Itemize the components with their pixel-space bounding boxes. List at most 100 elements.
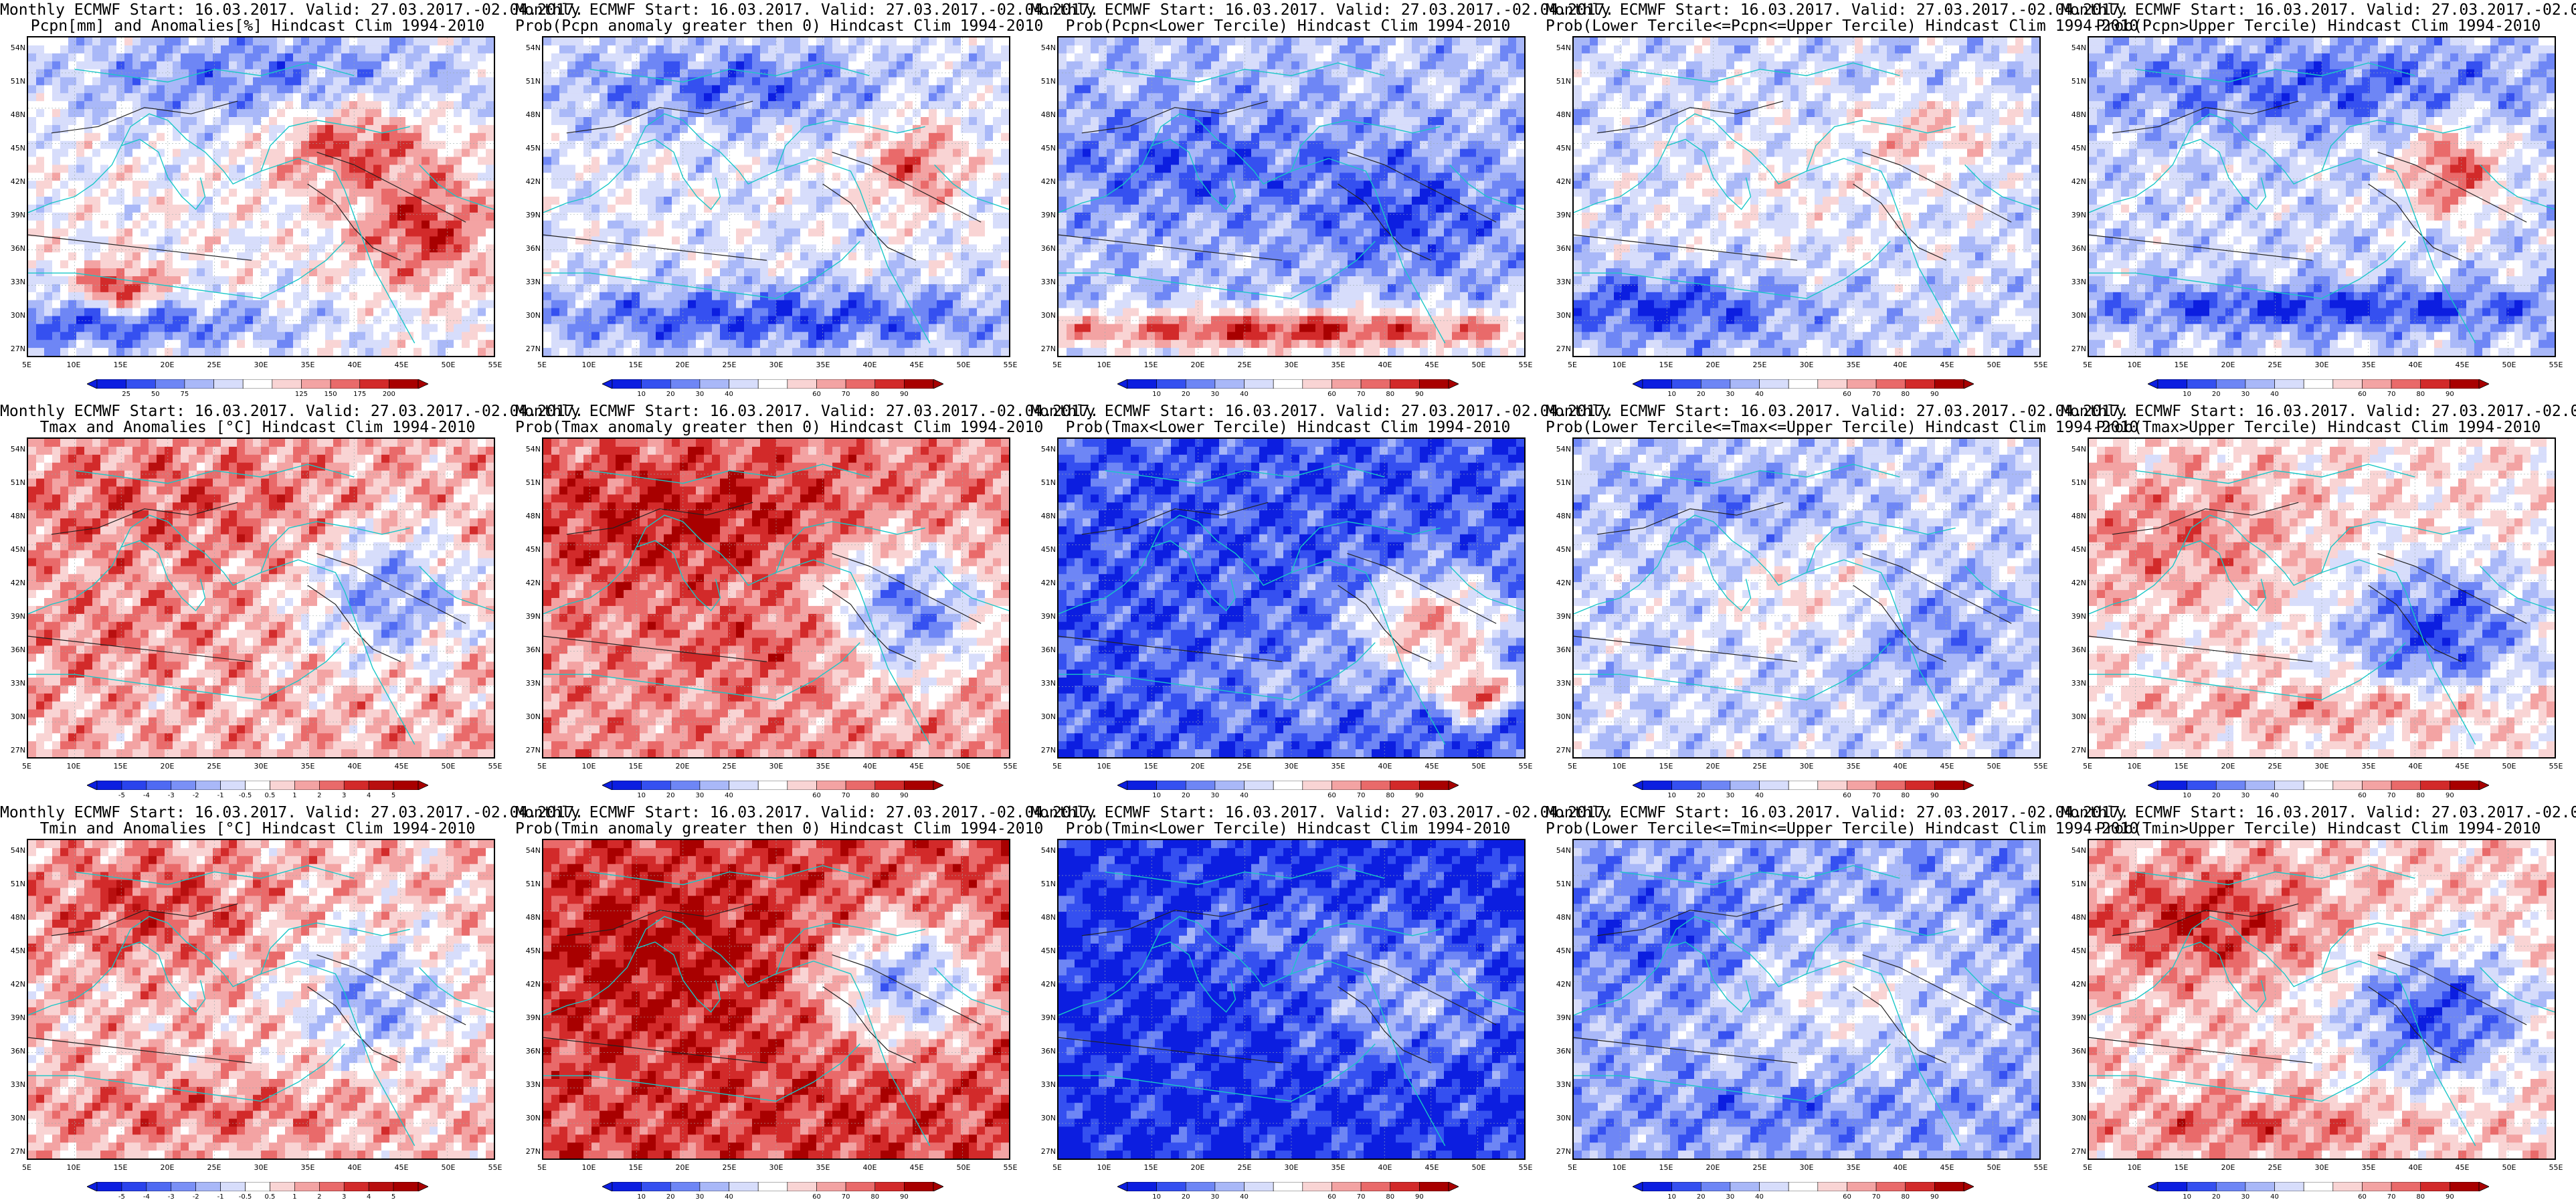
field-cell	[277, 181, 286, 189]
field-cell	[897, 85, 905, 94]
isoline	[822, 183, 917, 261]
field-cell	[881, 148, 889, 158]
field-cell	[985, 228, 994, 237]
field-cell	[261, 53, 270, 62]
field-cell	[905, 132, 913, 142]
field-cell	[157, 173, 165, 181]
field-cell	[325, 45, 334, 54]
field-cell	[221, 284, 229, 293]
field-cell	[1091, 61, 1099, 70]
field-cell	[543, 53, 552, 62]
field-cell	[405, 173, 414, 181]
field-cell	[373, 181, 382, 189]
field-cell	[872, 101, 881, 110]
field-cell	[124, 181, 133, 189]
field-cell	[624, 181, 632, 189]
field-cell	[712, 181, 721, 189]
field-cell	[632, 252, 640, 261]
field-cell	[945, 308, 953, 317]
field-cell	[800, 316, 809, 324]
field-cell	[961, 197, 970, 205]
field-cell	[229, 69, 238, 78]
field-cell	[349, 132, 358, 142]
field-cell	[840, 61, 849, 70]
field-cell	[221, 268, 229, 277]
field-cell	[446, 77, 454, 86]
field-cell	[277, 252, 286, 261]
field-cell	[624, 340, 632, 348]
field-cell	[704, 61, 713, 70]
field-cell	[462, 132, 470, 142]
field-cell	[165, 316, 173, 324]
field-cell	[373, 140, 382, 150]
field-cell	[149, 69, 157, 78]
field-cell	[478, 308, 486, 317]
field-cell	[608, 117, 616, 126]
colorbar-swatch	[272, 379, 302, 389]
field-cell	[889, 340, 897, 348]
field-cell	[616, 165, 624, 173]
field-cell	[696, 236, 705, 245]
field-cell	[1508, 53, 1517, 62]
field-cell	[446, 324, 454, 332]
field-cell	[189, 197, 197, 205]
field-cell	[189, 85, 197, 94]
field-cell	[132, 220, 141, 229]
field-cell	[696, 204, 705, 213]
field-cell	[438, 37, 446, 46]
field-cell	[141, 148, 149, 158]
field-cell	[824, 37, 833, 46]
field-cell	[92, 157, 101, 165]
field-cell	[648, 260, 656, 269]
field-cell	[76, 268, 85, 277]
field-cell	[608, 148, 616, 158]
field-cell	[583, 204, 592, 213]
field-cell	[285, 140, 294, 150]
field-cell	[632, 308, 640, 317]
field-cell	[373, 157, 382, 165]
field-cell	[961, 173, 970, 181]
field-cell	[76, 276, 85, 285]
field-cell	[696, 53, 705, 62]
field-cell	[881, 109, 889, 118]
field-cell	[616, 292, 624, 301]
lat-tick-label: 36N	[5, 245, 25, 253]
field-cell	[664, 69, 672, 78]
field-cell	[269, 85, 278, 94]
field-cell	[616, 340, 624, 348]
field-cell	[945, 252, 953, 261]
field-cell	[744, 236, 753, 245]
field-cell	[824, 61, 833, 70]
field-cell	[840, 300, 849, 309]
field-cell	[696, 148, 705, 158]
field-cell	[76, 140, 85, 150]
field-cell	[36, 340, 45, 348]
field-cell	[752, 324, 761, 332]
field-cell	[575, 316, 584, 324]
field-cell	[357, 85, 366, 94]
field-cell	[157, 53, 165, 62]
field-cell	[977, 284, 986, 293]
field-cell	[816, 292, 825, 301]
field-cell	[108, 252, 117, 261]
field-cell	[816, 101, 825, 110]
field-cell	[913, 132, 921, 142]
field-cell	[1123, 61, 1131, 70]
field-cell	[430, 220, 438, 229]
field-cell	[253, 204, 262, 213]
field-cell	[905, 220, 913, 229]
field-cell	[229, 212, 238, 221]
field-cell	[454, 268, 462, 277]
field-cell	[478, 276, 486, 285]
field-cell	[736, 244, 745, 253]
field-cell	[559, 268, 568, 277]
field-cell	[333, 53, 342, 62]
field-cell	[744, 276, 753, 285]
lon-tick-label: 45E	[388, 361, 415, 369]
field-cell	[1267, 37, 1276, 46]
field-cell	[816, 189, 825, 197]
field-cell	[116, 220, 125, 229]
field-cell	[961, 37, 970, 46]
field-cell	[462, 109, 470, 118]
field-cell	[269, 316, 278, 324]
